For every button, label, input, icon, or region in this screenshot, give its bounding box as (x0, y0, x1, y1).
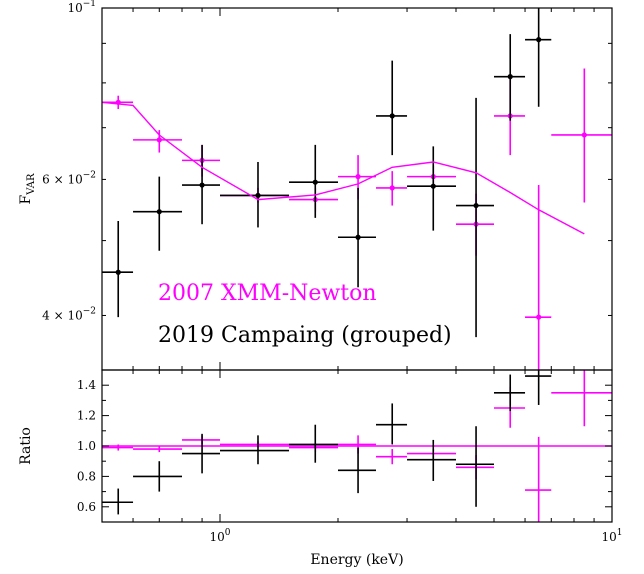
bottom-2019-campaing-grouped-point-6 (375, 403, 408, 445)
top-2019-campaing-grouped-point-1 (133, 176, 183, 251)
top-2019-campaing-grouped-marker-5 (355, 234, 361, 240)
bottom-2019-campaing-grouped-point-1 (133, 461, 183, 492)
top-y-axis-title-main: F (18, 195, 34, 205)
top-2019-campaing-grouped-marker-3 (255, 192, 261, 199)
top-2007-xmm-newton-point-10 (525, 185, 552, 370)
legend-entry-2019-campaign: 2019 Campaing (grouped) (158, 323, 452, 348)
bottom-y-axis-title: Ratio (18, 427, 34, 465)
x-tick-label-0: 100 (209, 528, 230, 544)
top-y-tick-label-exp-1: −2 (83, 170, 96, 180)
top-y-tick-label-base-0: 10 (67, 1, 82, 15)
bottom-2019-campaing-grouped-point-5 (338, 447, 376, 494)
x-tick-label-exp-0: 0 (225, 528, 231, 538)
x-axis-title: Energy (keV) (310, 552, 403, 568)
top-2019-campaing-grouped-point-0 (102, 221, 134, 318)
top-2019-campaing-grouped-point-8 (456, 97, 494, 338)
bottom-2019-campaing-grouped-point-3 (220, 435, 290, 465)
top-2019-campaing-grouped-point-4 (289, 144, 339, 218)
top-2007-xmm-newton-marker-1 (156, 137, 162, 143)
x-tick-label-exp-1: 1 (617, 528, 623, 538)
top-2019-campaing-grouped-point-10 (525, 8, 552, 107)
bottom-y-tick-label-3: 1.2 (77, 409, 96, 423)
bottom-y-tick-label-0: 0.6 (77, 500, 96, 514)
x-tick-label-base-0: 10 (209, 530, 224, 544)
top-2019-campaing-grouped-point-9 (493, 34, 526, 121)
top-2019-campaing-grouped-point-3 (220, 161, 290, 228)
top-2007-xmm-newton-marker-6 (389, 185, 395, 191)
bottom-y-tick-label-2: 1.0 (77, 439, 96, 453)
top-y-axis-title-sub: VAR (26, 173, 37, 196)
bottom-2007-xmm-newton-point-0 (102, 444, 134, 451)
bottom-2007-xmm-newton-point-10 (525, 436, 552, 522)
bottom-2007-xmm-newton-point-1 (133, 446, 183, 453)
top-y-tick-label-exp-0: −1 (83, 0, 96, 9)
top-2019-campaing-grouped-marker-0 (115, 269, 121, 275)
top-2019-campaing-grouped-point-6 (375, 60, 408, 156)
bottom-panel-marks (102, 370, 612, 522)
top-y-axis-title: FVAR (18, 173, 37, 204)
bottom-2019-campaing-grouped-point-8 (456, 426, 494, 507)
top-2019-campaing-grouped-marker-10 (536, 37, 542, 43)
bottom-y-tick-label-1: 0.8 (77, 469, 96, 483)
legend-entry-2007-xmm: 2007 XMM-Newton (158, 281, 377, 306)
bottom-2019-campaing-grouped-point-9 (493, 374, 526, 412)
bottom-2019-campaing-grouped-point-7 (407, 439, 457, 481)
top-2019-campaing-grouped-marker-9 (507, 74, 513, 80)
top-2019-campaing-grouped-point-5 (338, 187, 376, 288)
bottom-2007-xmm-newton-point-6 (375, 449, 408, 465)
bottom-2019-campaing-grouped-point-4 (289, 424, 339, 463)
top-2007-xmm-newton-marker-11 (581, 132, 587, 138)
bottom-y-tick-label-4: 1.4 (77, 378, 96, 392)
top-2007-xmm-newton-marker-5 (355, 174, 361, 180)
legend: 2007 XMM-Newton 2019 Campaing (grouped) (158, 281, 452, 348)
top-y-tick-label-1: 6 × 10−2 (42, 170, 96, 186)
top-y-tick-label-base-1: 6 × 10 (42, 172, 83, 186)
x-tick-label-1: 101 (601, 528, 622, 544)
top-2007-xmm-newton-point-6 (375, 171, 408, 206)
top-2007-xmm-newton-marker-10 (536, 314, 542, 320)
top-model-line (101, 101, 585, 235)
top-2007-xmm-newton-point-11 (551, 68, 612, 203)
top-2019-campaing-grouped-marker-1 (156, 209, 162, 215)
top-2019-campaing-grouped-marker-2 (199, 182, 205, 188)
top-2019-campaing-grouped-marker-6 (389, 113, 395, 119)
top-y-tick-label-0: 10−1 (67, 0, 96, 15)
bottom-2019-campaing-grouped-point-0 (102, 488, 134, 515)
top-2019-campaing-grouped-marker-8 (473, 202, 479, 209)
bottom-2019-campaing-grouped-point-2 (182, 433, 221, 474)
top-2019-campaing-grouped-point-2 (182, 144, 221, 225)
top-y-tick-label-base-2: 4 × 10 (42, 308, 83, 322)
top-2019-campaing-grouped-point-7 (407, 146, 457, 231)
top-2019-campaing-grouped-marker-7 (430, 183, 436, 189)
bottom-2007-xmm-newton-point-11 (551, 370, 612, 427)
bottom-2019-campaing-grouped-point-10 (525, 370, 552, 405)
x-tick-label-base-1: 10 (601, 530, 616, 544)
top-y-tick-label-2: 4 × 10−2 (42, 306, 96, 322)
top-y-tick-label-exp-2: −2 (83, 306, 96, 316)
top-2019-campaing-grouped-marker-4 (312, 179, 318, 185)
top-2007-xmm-newton-point-1 (133, 130, 183, 153)
top-panel-marks (101, 8, 612, 370)
